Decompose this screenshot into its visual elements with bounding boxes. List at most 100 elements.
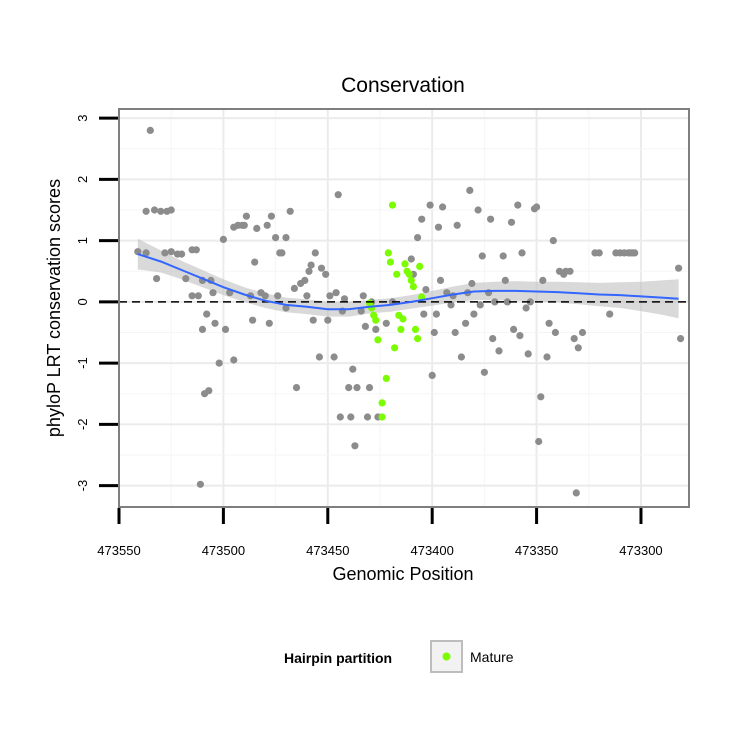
legend-title: Hairpin partition	[284, 650, 392, 666]
mature-data-point	[378, 413, 386, 421]
data-point	[317, 264, 326, 272]
data-point	[428, 371, 436, 379]
data-point	[153, 275, 161, 283]
data-point	[509, 325, 518, 333]
mature-data-point	[414, 335, 422, 343]
data-point	[324, 316, 332, 324]
data-point	[219, 235, 227, 243]
data-point	[535, 437, 543, 446]
y-tick-label: 2	[75, 176, 90, 183]
data-point	[382, 319, 390, 327]
data-point	[447, 301, 455, 309]
data-point	[539, 276, 547, 284]
mature-data-point	[378, 399, 386, 407]
data-point	[677, 335, 685, 343]
data-point	[516, 332, 524, 340]
data-point	[134, 248, 142, 256]
legend: Hairpin partition Mature	[284, 640, 514, 673]
data-point	[272, 234, 280, 242]
data-point	[265, 319, 273, 327]
data-point	[457, 353, 465, 361]
data-point	[631, 249, 639, 257]
data-point	[526, 298, 534, 306]
data-point	[578, 328, 587, 337]
mature-data-point	[382, 374, 390, 382]
data-point	[436, 276, 445, 284]
y-tick-label: 0	[75, 298, 90, 305]
mature-data-point	[391, 344, 399, 352]
data-point	[282, 304, 290, 312]
data-point	[315, 353, 323, 361]
data-point	[503, 298, 511, 306]
smooth-fit-line	[137, 253, 679, 311]
data-point	[357, 307, 365, 315]
data-point	[499, 252, 507, 260]
data-point	[353, 384, 361, 392]
y-tick-label: -3	[75, 480, 90, 492]
data-point	[514, 201, 522, 209]
data-point	[474, 206, 482, 214]
data-point	[167, 206, 175, 214]
data-point	[518, 249, 526, 257]
data-point	[414, 234, 422, 242]
data-point	[205, 387, 213, 395]
data-point	[161, 249, 169, 257]
data-point	[211, 319, 219, 327]
data-point	[286, 207, 294, 215]
y-tick-label: 1	[75, 237, 90, 244]
legend-key-mature-marker	[442, 652, 451, 661]
data-point	[251, 258, 259, 266]
y-tick-label: -2	[75, 419, 90, 431]
data-point	[422, 286, 430, 294]
data-point	[340, 295, 349, 303]
data-point	[551, 328, 560, 337]
data-point	[242, 212, 250, 220]
data-point	[157, 207, 165, 215]
plot-panel-border	[118, 108, 690, 508]
data-point	[142, 207, 150, 215]
data-point	[430, 328, 438, 337]
data-point	[524, 350, 532, 358]
data-point	[290, 284, 298, 292]
data-point	[361, 322, 369, 330]
data-point	[230, 356, 238, 364]
data-point	[462, 319, 470, 327]
data-point	[478, 252, 486, 260]
confidence-ribbon	[137, 238, 679, 319]
data-point	[365, 384, 374, 392]
mature-data-point	[409, 283, 417, 291]
data-point	[595, 249, 603, 257]
data-point	[198, 325, 207, 333]
legend-label-mature: Mature	[470, 649, 514, 665]
data-point	[574, 344, 582, 352]
data-point	[537, 393, 545, 401]
data-point	[146, 126, 154, 134]
data-point	[507, 218, 516, 226]
data-point	[434, 223, 443, 231]
mature-data-point	[384, 249, 392, 257]
mature-data-point	[411, 325, 420, 333]
data-point	[263, 221, 271, 229]
data-point	[347, 413, 355, 421]
data-point	[675, 264, 683, 272]
data-point	[301, 276, 309, 284]
data-point	[292, 384, 301, 392]
mature-data-point	[397, 325, 405, 333]
data-point	[407, 255, 415, 263]
data-point	[267, 212, 275, 220]
data-point	[543, 353, 551, 361]
data-point	[606, 310, 614, 318]
data-point	[439, 203, 447, 211]
data-point	[278, 249, 286, 257]
data-point	[336, 413, 344, 421]
data-point	[253, 224, 261, 232]
data-point	[305, 267, 313, 275]
data-point	[522, 304, 530, 312]
data-point	[349, 365, 357, 373]
data-point	[466, 186, 474, 194]
mature-data-point	[388, 201, 397, 209]
data-point	[282, 234, 290, 242]
data-point	[470, 310, 478, 318]
mature-data-point	[401, 260, 409, 268]
mature-data-point	[407, 276, 415, 284]
